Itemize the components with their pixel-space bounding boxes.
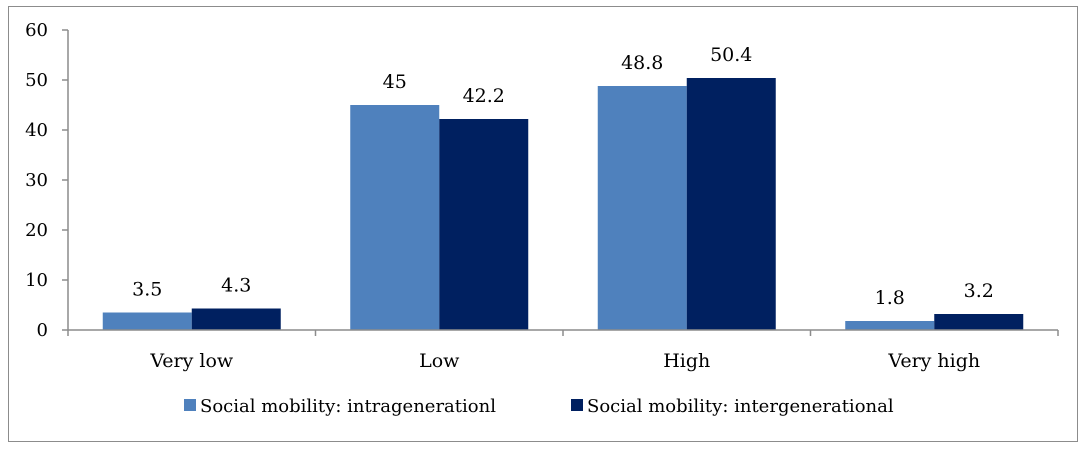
bar-intergenerational (191, 308, 281, 330)
y-tick-label: 60 (25, 20, 48, 41)
y-tick-label: 30 (25, 170, 48, 191)
bar-intergenerational (934, 314, 1024, 330)
data-label: 4.3 (221, 275, 251, 297)
y-tick-label: 10 (25, 270, 48, 291)
bar-intragenerational (597, 86, 687, 330)
data-labels: 3.5 4.3 45 42.2 48.8 50.4 1.8 3.2 (132, 44, 994, 309)
data-label: 45 (383, 71, 407, 93)
bar-intergenerational (439, 119, 529, 330)
bars (102, 78, 1024, 330)
y-axis-ticks: 0 10 20 30 40 50 60 (25, 20, 68, 341)
legend-label: Social mobility: intergenerational (587, 396, 894, 417)
category-label: Low (419, 350, 460, 372)
y-tick-label: 40 (25, 120, 48, 141)
data-label: 3.5 (132, 279, 162, 301)
category-label: High (663, 350, 710, 372)
y-tick-label: 20 (25, 220, 48, 241)
data-label: 3.2 (964, 280, 994, 302)
data-label: 50.4 (710, 44, 752, 66)
y-tick-label: 50 (25, 70, 48, 91)
x-axis-ticks (67, 330, 1059, 336)
legend: Social mobility: intragenerationl Social … (184, 396, 894, 417)
bar-intragenerational (845, 321, 935, 330)
category-labels: Very low Low High Very high (149, 350, 980, 372)
chart-frame (8, 6, 1078, 442)
data-label: 1.8 (875, 287, 905, 309)
legend-label: Social mobility: intragenerationl (200, 396, 496, 417)
category-label: Very low (149, 350, 234, 372)
legend-swatch (571, 399, 583, 411)
bar-intragenerational (350, 105, 440, 330)
data-label: 42.2 (463, 85, 505, 107)
data-label: 48.8 (621, 52, 663, 74)
y-tick-label: 0 (37, 320, 48, 341)
legend-swatch (184, 399, 196, 411)
category-label: Very high (887, 350, 980, 372)
bar-intergenerational (686, 78, 776, 330)
bar-intragenerational (102, 312, 192, 330)
